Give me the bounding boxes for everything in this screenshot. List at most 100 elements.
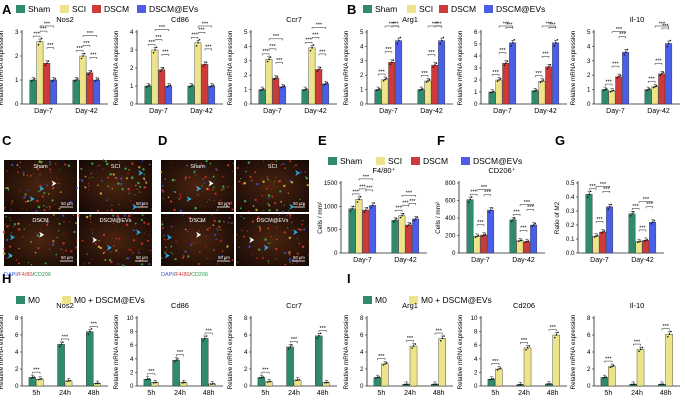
data-point	[384, 363, 386, 365]
stained-cell	[188, 216, 192, 220]
y-tick-label: 2	[360, 366, 364, 373]
data-point	[605, 376, 608, 378]
y-tick-label: 0.2	[566, 222, 575, 229]
stained-cell	[288, 236, 292, 240]
stained-cell	[120, 182, 123, 186]
stained-cell	[283, 251, 286, 255]
data-point	[152, 381, 155, 384]
y-axis-label: Relative mRNA expression	[0, 30, 5, 105]
stained-cell	[185, 164, 188, 167]
x-tick-label: 24h	[59, 390, 71, 397]
legend-swatch-dscm	[92, 5, 101, 13]
significance-bracket	[427, 25, 443, 28]
bar-m0	[143, 379, 152, 387]
stained-cell	[115, 237, 118, 240]
legend-label-dscm-evs: DSCM@EVs	[473, 156, 522, 166]
stained-cell	[202, 178, 204, 180]
data-point	[412, 345, 415, 347]
data-point	[519, 383, 522, 386]
data-point	[610, 203, 613, 206]
significance-label: ***	[159, 25, 166, 31]
significance-bracket	[491, 74, 500, 77]
x-tick-label: 48h	[88, 390, 100, 397]
chart-title: Ccr7	[286, 15, 302, 24]
data-point	[169, 84, 172, 86]
significance-bracket	[147, 373, 156, 376]
stained-cell	[223, 188, 225, 190]
significance-label: ***	[549, 325, 556, 331]
bar-dscm-evs	[530, 224, 538, 254]
significance-label: ***	[527, 205, 534, 211]
stained-cell	[21, 208, 23, 209]
stained-cell	[81, 179, 84, 182]
stained-cell	[8, 224, 10, 226]
significance-bracket	[401, 194, 417, 197]
significance-label: ***	[352, 189, 359, 195]
stained-cell	[58, 207, 61, 210]
stained-cell	[101, 179, 103, 182]
y-tick-label: 0	[360, 101, 364, 108]
data-point	[398, 39, 400, 42]
stained-cell	[218, 220, 221, 223]
cyan-arrow	[138, 170, 144, 176]
data-point	[607, 208, 610, 210]
stained-cell	[137, 251, 141, 254]
x-tick-label: 48h	[660, 390, 672, 397]
significance-label: ***	[269, 44, 276, 50]
stained-cell	[17, 262, 20, 265]
stained-cell	[210, 257, 212, 259]
chart-a-cd86: 0 1 2 3 4 Relative mRNA expression Cd86 Day-7 **…	[113, 15, 223, 115]
significance-bracket	[384, 25, 400, 28]
stained-cell	[56, 236, 58, 239]
x-tick-label: 24h	[631, 390, 643, 397]
bar-m0-dscm-evs	[495, 368, 503, 387]
data-point	[474, 236, 477, 239]
stained-cell	[182, 215, 184, 217]
bar-m0-dscm-evs	[409, 345, 418, 387]
stained-cell	[217, 202, 220, 204]
white-arrow	[208, 180, 214, 187]
legend-swatch-sham	[328, 157, 337, 165]
stained-cell	[44, 262, 47, 265]
data-point	[30, 80, 33, 82]
stained-cell	[194, 218, 196, 221]
bar-dscm-evs	[438, 40, 446, 105]
stained-cell	[121, 188, 124, 191]
data-point	[323, 381, 326, 384]
stained-cell	[256, 182, 259, 186]
y-tick-label: 4	[587, 43, 591, 50]
data-point	[76, 78, 79, 80]
stained-cell	[141, 214, 144, 217]
significance-bracket	[498, 52, 507, 55]
bar-sci	[635, 241, 643, 254]
data-point	[616, 77, 619, 79]
data-point	[477, 234, 480, 237]
data-point	[420, 88, 422, 91]
bar-sham	[72, 79, 80, 105]
stained-cell	[301, 223, 303, 226]
stained-cell	[48, 205, 51, 208]
legend-label-m0-evs: M0 + DSCM@EVs	[74, 295, 145, 305]
stained-cell	[213, 225, 215, 227]
panel-letter-d: D	[158, 133, 167, 148]
y-axis-label: Relative mRNA expression	[343, 30, 350, 105]
data-point	[434, 64, 436, 66]
data-point	[94, 382, 97, 385]
data-point	[496, 80, 499, 82]
stained-cell	[239, 207, 242, 210]
legend-label-sham: Sham	[28, 4, 50, 14]
data-point	[316, 337, 319, 340]
stained-cell	[161, 221, 163, 223]
data-point	[669, 39, 672, 42]
data-point	[384, 78, 386, 81]
stained-cell	[231, 259, 234, 261]
significance-bracket	[645, 206, 654, 209]
stained-cell	[24, 193, 27, 196]
significance-label: ***	[76, 46, 83, 52]
y-tick-label: 1500	[324, 180, 338, 187]
legend-swatch-sci	[407, 5, 416, 13]
data-point	[323, 84, 326, 86]
stained-cell	[128, 192, 130, 195]
stained-cell	[58, 182, 60, 185]
micrograph-dscm: DSCM 50 μm	[2, 214, 78, 266]
